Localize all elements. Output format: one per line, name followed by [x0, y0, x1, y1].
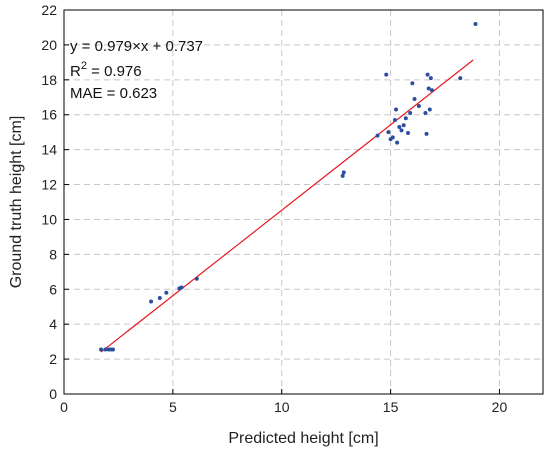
data-point	[149, 299, 154, 304]
y-tick-label: 4	[49, 316, 57, 332]
data-point	[103, 347, 108, 352]
data-point	[429, 88, 434, 93]
x-tick-label: 15	[383, 399, 399, 415]
data-point	[375, 133, 380, 138]
data-point	[110, 347, 115, 352]
x-axis-label: Predicted height [cm]	[228, 430, 378, 447]
y-tick-label: 6	[49, 281, 57, 297]
x-tick-label: 0	[60, 399, 68, 415]
data-point	[394, 107, 399, 112]
mae-label: MAE = 0.623	[70, 85, 157, 102]
data-point	[416, 104, 421, 108]
data-point	[408, 110, 413, 115]
y-tick-label: 22	[41, 2, 57, 18]
data-point	[395, 140, 400, 145]
data-point	[194, 276, 199, 281]
data-point	[403, 116, 408, 121]
data-point	[392, 117, 397, 122]
y-tick-label: 18	[41, 72, 57, 88]
y-axis-label: Ground truth height [cm]	[8, 116, 25, 289]
y-tick-label: 2	[49, 351, 57, 367]
y-tick-label: 14	[41, 142, 57, 158]
data-point	[179, 285, 184, 290]
data-point	[428, 76, 433, 81]
r-squared-label: R2 = 0.976	[70, 60, 142, 80]
data-point	[458, 76, 463, 81]
y-tick-label: 0	[49, 386, 57, 402]
r-squared-value: = 0.976	[87, 63, 142, 80]
axis-ticks: 0 5 10 15 20 0 2 4 6 8 10 12 14 16 18 20 22	[41, 2, 507, 415]
data-point	[424, 131, 429, 136]
data-point	[406, 131, 411, 136]
data-point	[473, 21, 478, 26]
data-point	[399, 128, 404, 133]
data-point	[384, 72, 389, 77]
data-point	[397, 124, 402, 129]
equation-label: y = 0.979×x + 0.737	[70, 38, 203, 55]
x-tick-label: 10	[274, 399, 290, 415]
y-tick-label: 10	[41, 211, 57, 227]
data-point	[412, 97, 417, 102]
data-point	[99, 347, 104, 352]
regression-line	[100, 59, 474, 353]
data-point	[426, 86, 431, 91]
grid	[64, 10, 543, 394]
data-point	[401, 123, 406, 128]
r-squared-prefix: R	[70, 63, 81, 80]
data-points	[99, 21, 478, 352]
y-tick-label: 16	[41, 107, 57, 123]
data-point	[410, 81, 415, 86]
data-point	[425, 72, 430, 77]
x-tick-label: 20	[492, 399, 508, 415]
plot-area	[63, 9, 544, 395]
fit-line	[100, 59, 474, 353]
data-point	[427, 107, 432, 112]
y-tick-label: 12	[41, 177, 57, 193]
data-point	[341, 170, 346, 175]
r-squared-superscript: 2	[81, 60, 87, 72]
data-point	[157, 296, 162, 300]
data-point	[164, 290, 169, 295]
data-point	[390, 135, 395, 140]
data-point	[423, 110, 428, 115]
data-point	[340, 173, 345, 178]
y-tick-label: 8	[49, 246, 57, 262]
data-point	[386, 130, 391, 135]
x-tick-label: 5	[169, 399, 177, 415]
y-tick-label: 20	[41, 37, 57, 53]
